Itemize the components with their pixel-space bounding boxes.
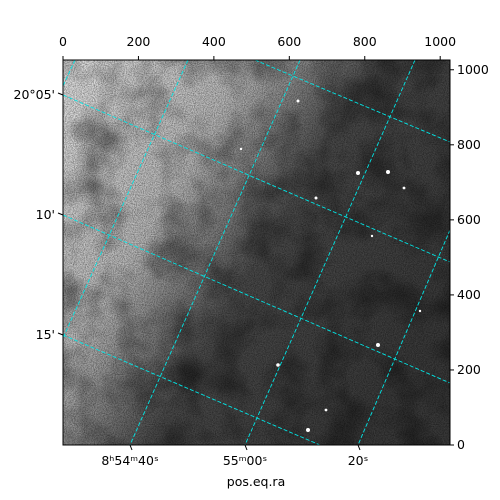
ra-tick bbox=[357, 444, 361, 451]
ra-tick bbox=[244, 444, 248, 451]
y-tick-label: 200 bbox=[457, 362, 481, 377]
x-tick-label: 0 bbox=[59, 34, 67, 49]
ra-label: 20ˢ bbox=[348, 453, 369, 468]
x-tick-label: 800 bbox=[353, 34, 377, 49]
x-tick-label: 600 bbox=[277, 34, 301, 49]
dec-tick bbox=[57, 92, 64, 96]
dec-tick bbox=[57, 212, 64, 216]
dec-label: 15' bbox=[36, 327, 55, 342]
dec-label: 20°05' bbox=[14, 87, 56, 102]
ra-tick bbox=[129, 444, 133, 451]
x-axis-label: pos.eq.ra bbox=[227, 474, 285, 489]
y-tick-label: 600 bbox=[457, 212, 481, 227]
plot-frame bbox=[62, 59, 451, 446]
ra-label: 55ᵐ00ˢ bbox=[223, 453, 267, 468]
sky-image bbox=[63, 60, 450, 445]
dec-tick bbox=[57, 332, 64, 336]
y-tick-label: 800 bbox=[457, 137, 481, 152]
x-tick-label: 400 bbox=[202, 34, 226, 49]
y-tick-label: 0 bbox=[457, 437, 465, 452]
x-tick-label: 200 bbox=[127, 34, 151, 49]
ra-label: 8ʰ54ᵐ40ˢ bbox=[101, 453, 158, 468]
dec-label: 10' bbox=[36, 207, 55, 222]
y-tick-label: 1000 bbox=[457, 62, 489, 77]
x-tick-label: 1000 bbox=[424, 34, 456, 49]
coordinate-grid bbox=[63, 60, 450, 445]
y-tick-label: 400 bbox=[457, 287, 481, 302]
